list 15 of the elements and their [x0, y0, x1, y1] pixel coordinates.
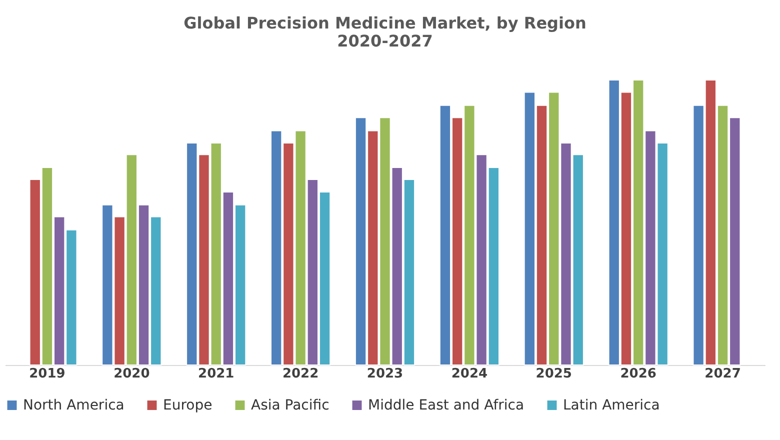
x-tick-label: 2025	[536, 366, 572, 382]
x-tick-label: 2019	[29, 366, 66, 382]
x-tick-label: 2021	[198, 366, 234, 382]
legend-label: Asia Pacific	[251, 397, 330, 414]
chart-title: Global Precision Medicine Market, by Region 2020-2027	[184, 14, 586, 50]
x-tick-label: 2027	[704, 366, 741, 382]
legend-label: Middle East and Africa	[368, 397, 524, 414]
legend-label: Europe	[163, 397, 212, 414]
legend-label: Latin America	[563, 397, 660, 414]
x-tick-label: 2024	[451, 366, 488, 382]
x-tick-label: 2022	[282, 366, 319, 382]
x-tick-label: 2026	[620, 366, 656, 382]
x-tick-label: 2023	[366, 366, 404, 382]
legend-label: North America	[23, 397, 124, 414]
x-tick-label: 2020	[114, 366, 150, 382]
